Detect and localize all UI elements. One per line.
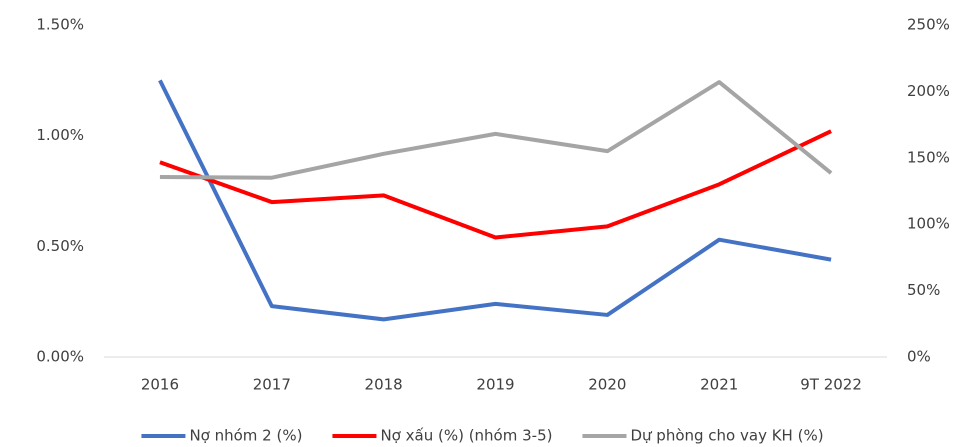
y2-tick-label: 100% [907,215,950,233]
x-tick-label: 2021 [700,376,738,394]
legend-label: Nợ nhóm 2 (%) [189,427,302,445]
y2-tick-label: 150% [907,148,950,166]
legend-label: Dự phòng cho vay KH (%) [630,427,823,445]
y2-tick-label: 50% [907,281,940,299]
series-line [159,129,832,240]
x-tick-label: 2020 [588,376,626,394]
y2-tick-label: 0% [907,348,931,366]
x-tick-label: 2018 [365,376,403,394]
x-tick-label: 2019 [476,376,514,394]
y-tick-label: 0.00% [36,348,84,366]
series-line [159,80,833,180]
legend-label: Nợ xấu (%) (nhóm 3-5) [380,427,552,445]
series-line [158,79,832,322]
y-tick-label: 0.50% [36,237,84,255]
y2-tick-label: 200% [907,82,950,100]
y-tick-label: 1.00% [36,126,84,144]
x-tick-label: 2017 [253,376,291,394]
y-tick-label: 1.50% [36,16,84,34]
x-tick-label: 2016 [141,376,179,394]
x-tick-label: 9T 2022 [800,376,862,394]
y2-tick-label: 250% [907,16,950,34]
